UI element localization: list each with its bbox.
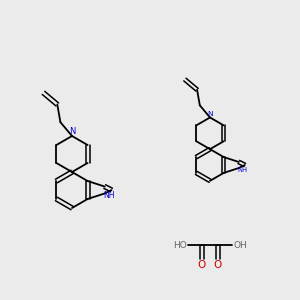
Text: HO: HO bbox=[173, 241, 187, 250]
Text: NH: NH bbox=[103, 191, 115, 200]
Text: O: O bbox=[214, 260, 222, 270]
Text: N: N bbox=[69, 128, 75, 136]
Text: NH: NH bbox=[237, 167, 247, 173]
Text: OH: OH bbox=[233, 241, 247, 250]
Text: O: O bbox=[198, 260, 206, 270]
Text: N: N bbox=[207, 111, 213, 117]
